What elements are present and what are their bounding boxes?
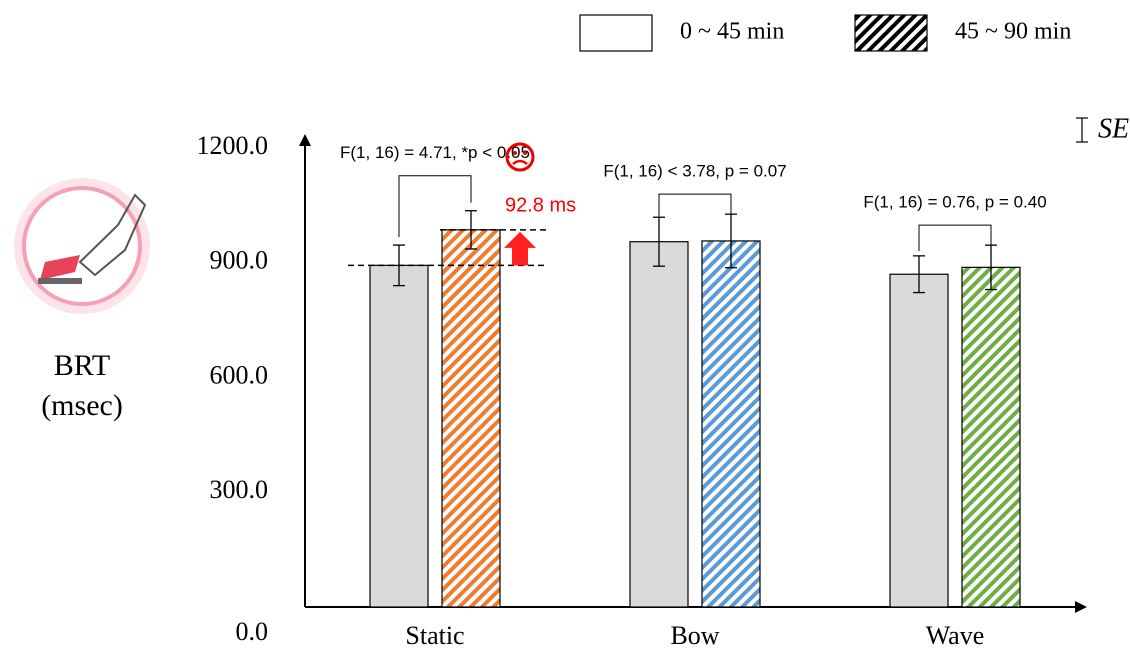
y-axis-arrow: [299, 134, 311, 146]
se-label: SE: [1098, 113, 1129, 144]
y-axis-label: BRT: [54, 349, 111, 382]
legend-label: 45 ~ 90 min: [955, 19, 1071, 45]
difference-label: 92.8 ms: [505, 194, 576, 216]
bar: [629, 241, 689, 608]
x-axis-arrow: [1075, 601, 1087, 613]
legend-label: 0 ~ 45 min: [680, 19, 784, 45]
bar: [701, 240, 761, 608]
stat-bracket: [398, 175, 472, 238]
x-tick-label: Bow: [670, 621, 719, 650]
x-tick-label: Wave: [926, 621, 985, 650]
y-tick-label: 1200.0: [197, 131, 269, 160]
legend: 0 ~ 45 min 45 ~ 90 min: [579, 14, 1071, 52]
legend-swatch: [854, 14, 928, 52]
legend-swatch: [579, 14, 653, 52]
stat-bracket: [918, 224, 992, 252]
bar: [889, 273, 949, 608]
stat-bracket: [658, 193, 732, 221]
y-axis-label: (msec): [41, 389, 123, 422]
stat-text: F(1, 16) = 4.71, *p < 0.05: [340, 143, 530, 162]
mouth: [512, 159, 528, 165]
y-tick-label: 0.0: [236, 617, 269, 646]
red-arrow: [504, 231, 536, 266]
eye: [523, 151, 527, 155]
eye: [513, 151, 517, 155]
bar: [961, 266, 1021, 608]
face: [505, 142, 535, 172]
error-bar: [913, 255, 925, 294]
stat-text: F(1, 16) < 3.78, p = 0.07: [603, 162, 786, 181]
sad-face: [505, 142, 535, 172]
y-tick-label: 300.0: [210, 475, 269, 504]
bar: [441, 229, 501, 608]
y-tick-label: 900.0: [210, 246, 269, 275]
stat-text: F(1, 16) = 0.76, p = 0.40: [863, 193, 1046, 212]
x-tick-label: Static: [405, 621, 464, 650]
bar: [369, 264, 429, 608]
y-tick-label: 600.0: [210, 360, 269, 389]
brake-icon: [14, 178, 150, 314]
